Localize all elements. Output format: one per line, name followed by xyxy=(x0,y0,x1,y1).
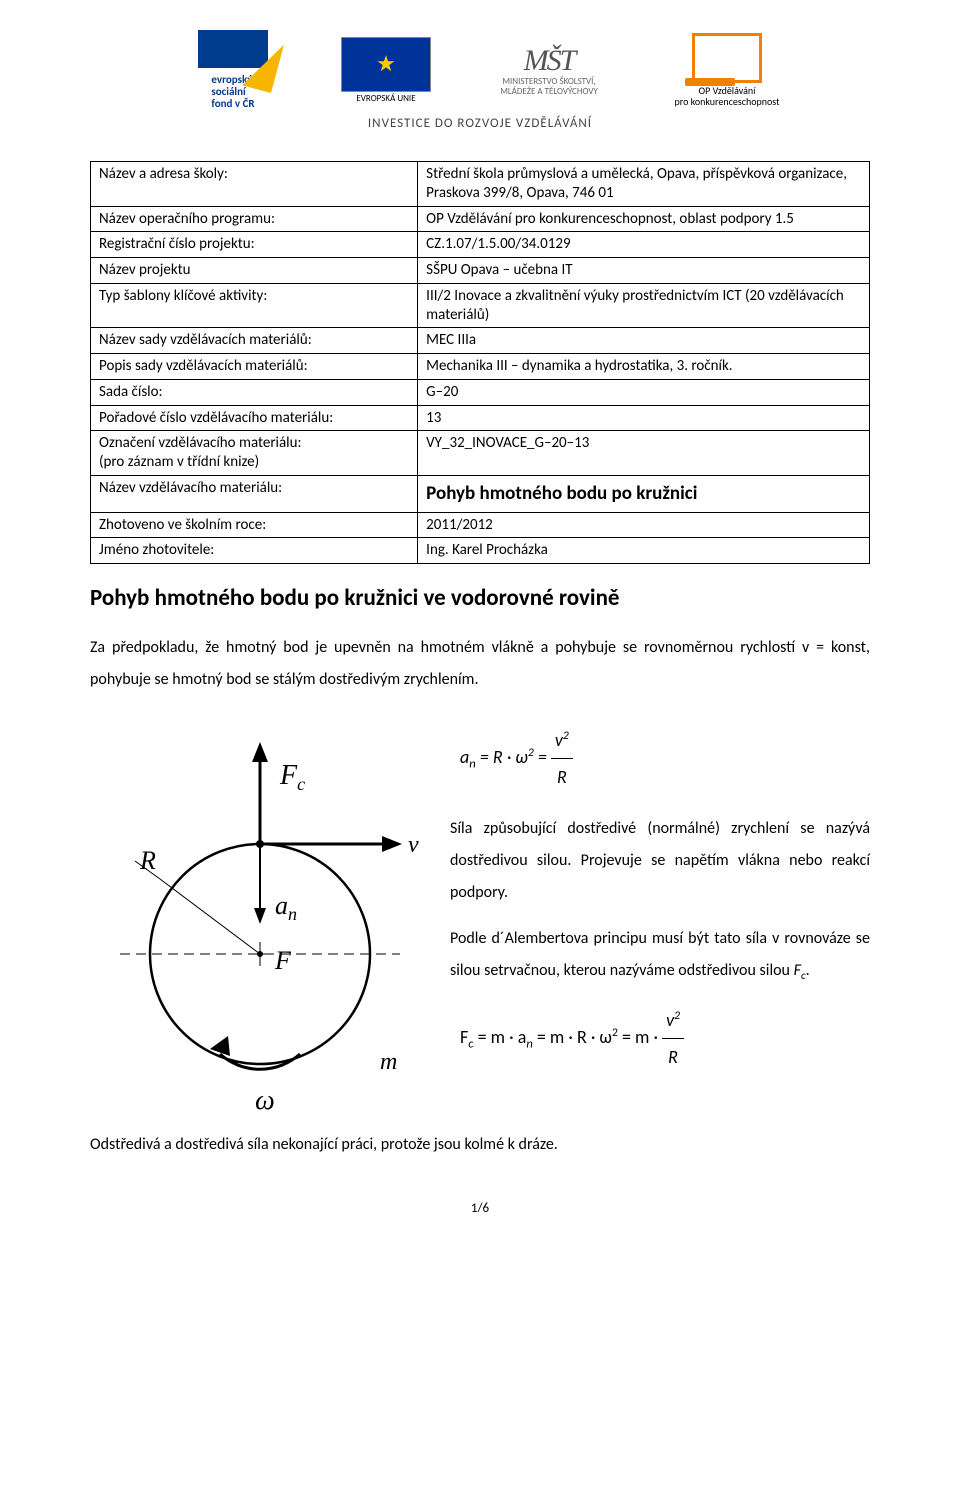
table-row: Registrační číslo projektu:CZ.1.07/1.5.0… xyxy=(91,232,870,258)
circular-motion-diagram: R Fc v an F ω xyxy=(90,714,430,1119)
meta-value: III/2 Inovace a zkvalitnění výuky prostř… xyxy=(418,283,870,328)
msmt-label: MINISTERSTVO ŠKOLSTVÍ, MLÁDEŽE A TĚLOVÝC… xyxy=(500,77,598,97)
meta-label: Typ šablony klíčové aktivity: xyxy=(91,283,418,328)
table-row: Název vzdělávacího materiálu:Pohyb hmotn… xyxy=(91,475,870,512)
meta-value: SŠPU Opava – učebna IT xyxy=(418,258,870,284)
svg-text:m: m xyxy=(380,1049,397,1075)
table-row: Sada číslo:G–20 xyxy=(91,379,870,405)
svg-text:Fc: Fc xyxy=(279,760,305,794)
outro-paragraph: Odstředivá a dostředivá síla nekonající … xyxy=(90,1129,870,1161)
svg-text:F: F xyxy=(274,946,292,975)
para-dalembert: Podle d´Alembertova principu musí být ta… xyxy=(450,923,870,988)
page-number: 1/6 xyxy=(90,1201,870,1216)
meta-value: Pohyb hmotného bodu po kružnici xyxy=(418,475,870,512)
table-row: Název sady vzdělávacích materiálů:MEC II… xyxy=(91,328,870,354)
meta-value: G–20 xyxy=(418,379,870,405)
meta-label: Název sady vzdělávacích materiálů: xyxy=(91,328,418,354)
meta-label: Název projektu xyxy=(91,258,418,284)
meta-label: Jméno zhotovitele: xyxy=(91,538,418,564)
svg-text:an: an xyxy=(275,891,297,924)
table-row: Popis sady vzdělávacích materiálů:Mechan… xyxy=(91,354,870,380)
meta-label: Pořadové číslo vzdělávacího materiálu: xyxy=(91,405,418,431)
svg-text:R: R xyxy=(139,846,156,875)
esf-logo: evropský sociální fond v ČR xyxy=(158,30,308,110)
equation-fc: Fc = m · an = m · R · ω2 = m · v2R xyxy=(450,1002,870,1075)
table-row: Pořadové číslo vzdělávacího materiálu:13 xyxy=(91,405,870,431)
meta-label: Název a adresa školy: xyxy=(91,162,418,207)
meta-value: VY_32_INOVACE_G–20–13 xyxy=(418,431,870,476)
meta-value: Střední škola průmyslová a umělecká, Opa… xyxy=(418,162,870,207)
meta-value: CZ.1.07/1.5.00/34.0129 xyxy=(418,232,870,258)
table-row: Typ šablony klíčové aktivity:III/2 Inova… xyxy=(91,283,870,328)
meta-value: Ing. Karel Procházka xyxy=(418,538,870,564)
meta-value: 2011/2012 xyxy=(418,512,870,538)
table-row: Název a adresa školy:Střední škola průmy… xyxy=(91,162,870,207)
meta-label: Zhotoveno ve školním roce: xyxy=(91,512,418,538)
meta-value: MEC IIIa xyxy=(418,328,870,354)
metadata-table: Název a adresa školy:Střední škola průmy… xyxy=(90,161,870,564)
meta-label: Název vzdělávacího materiálu: xyxy=(91,475,418,512)
intro-paragraph: Za předpokladu, že hmotný bod je upevněn… xyxy=(90,632,870,696)
msmt-logo: MŠT MINISTERSTVO ŠKOLSTVÍ, MLÁDEŽE A TĚL… xyxy=(464,44,634,97)
meta-value: 13 xyxy=(418,405,870,431)
table-row: Zhotoveno ve školním roce:2011/2012 xyxy=(91,512,870,538)
svg-text:ω: ω xyxy=(255,1085,275,1114)
table-row: Označení vzdělávacího materiálu: (pro zá… xyxy=(91,431,870,476)
svg-text:v: v xyxy=(408,832,419,858)
meta-label: Popis sady vzdělávacích materiálů: xyxy=(91,354,418,380)
meta-label: Název operačního programu: xyxy=(91,206,418,232)
meta-label: Označení vzdělávacího materiálu: (pro zá… xyxy=(91,431,418,476)
para-centripetal: Síla způsobující dostředivé (normálné) z… xyxy=(450,813,870,909)
meta-value: Mechanika III – dynamika a hydrostatika,… xyxy=(418,354,870,380)
meta-label: Sada číslo: xyxy=(91,379,418,405)
eu-logo: ★ EVROPSKÁ UNIE xyxy=(326,37,446,104)
opvk-logo: OP Vzdělávání pro konkurenceschopnost xyxy=(652,33,802,107)
header-subtitle: INVESTICE DO ROZVOJE VZDĚLÁVÁNÍ xyxy=(90,116,870,131)
opvk-label: OP Vzdělávání pro konkurenceschopnost xyxy=(675,85,780,107)
eu-label: EVROPSKÁ UNIE xyxy=(356,94,415,104)
table-row: Název operačního programu:OP Vzdělávání … xyxy=(91,206,870,232)
funding-logos-strip: evropský sociální fond v ČR ★ EVROPSKÁ U… xyxy=(90,30,870,110)
equation-an: an = R · ω2 = v2R xyxy=(450,722,870,795)
section-heading: Pohyb hmotného bodu po kružnici ve vodor… xyxy=(90,584,870,612)
meta-value: OP Vzdělávání pro konkurenceschopnost, o… xyxy=(418,206,870,232)
table-row: Jméno zhotovitele:Ing. Karel Procházka xyxy=(91,538,870,564)
meta-label: Registrační číslo projektu: xyxy=(91,232,418,258)
table-row: Název projektuSŠPU Opava – učebna IT xyxy=(91,258,870,284)
